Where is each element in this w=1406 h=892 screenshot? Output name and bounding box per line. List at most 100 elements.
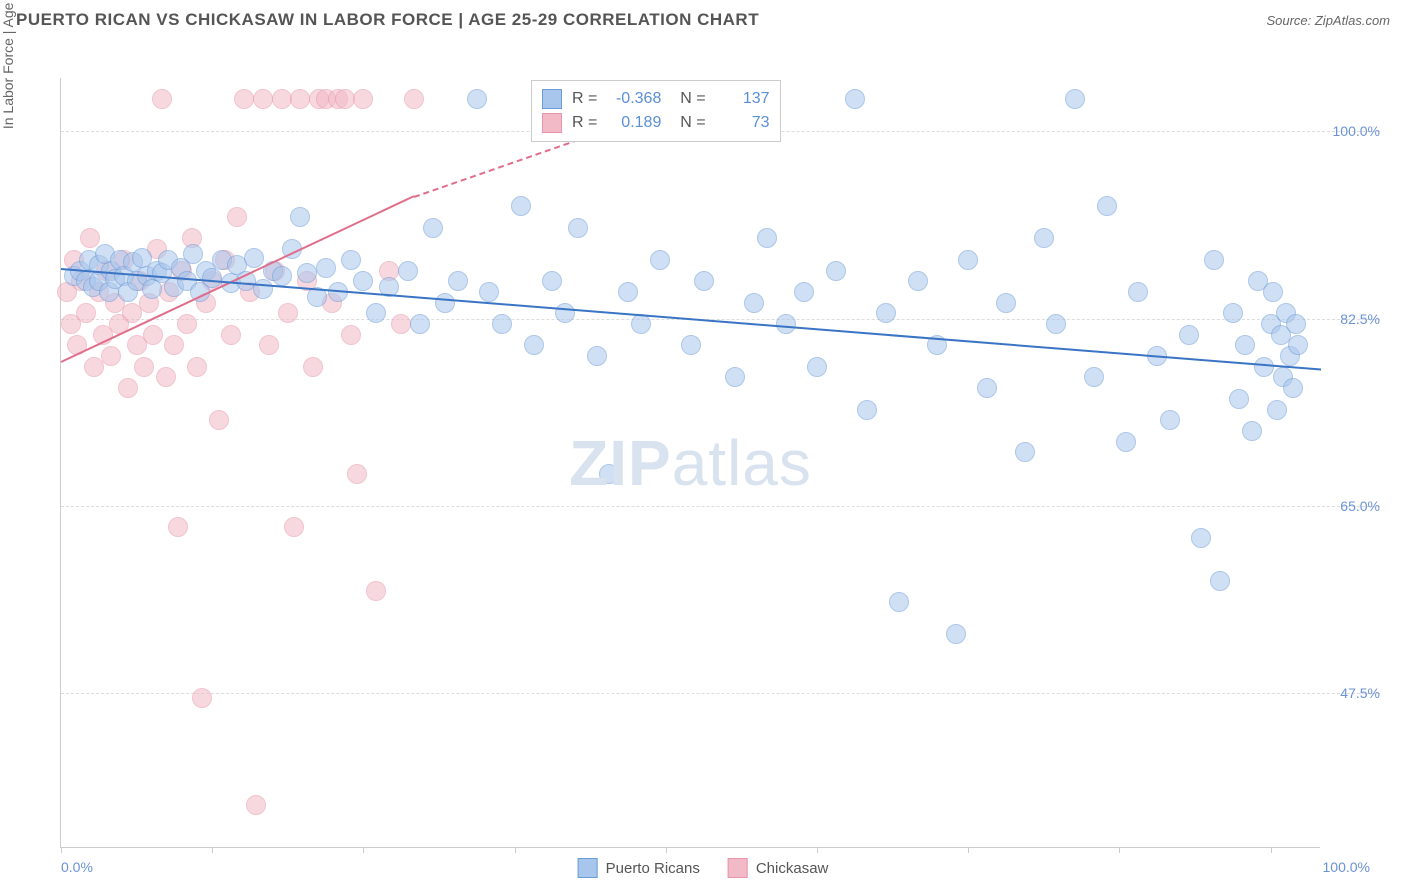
data-point — [448, 271, 468, 291]
data-point — [1235, 335, 1255, 355]
data-point — [253, 89, 273, 109]
n-value-b: 73 — [716, 114, 770, 132]
data-point — [1160, 410, 1180, 430]
data-point — [423, 218, 443, 238]
data-point — [1242, 421, 1262, 441]
data-point — [227, 207, 247, 227]
x-tick — [515, 847, 516, 853]
x-max-label: 100.0% — [1323, 859, 1370, 875]
data-point — [347, 464, 367, 484]
data-point — [143, 325, 163, 345]
data-point — [391, 314, 411, 334]
n-value-a: 137 — [716, 90, 770, 108]
data-point — [152, 89, 172, 109]
data-point — [234, 89, 254, 109]
data-point — [290, 89, 310, 109]
data-point — [435, 293, 455, 313]
data-point — [156, 367, 176, 387]
data-point — [1084, 367, 1104, 387]
data-point — [168, 517, 188, 537]
series-a-name: Puerto Ricans — [606, 860, 700, 877]
data-point — [272, 266, 292, 286]
data-point — [681, 335, 701, 355]
data-point — [353, 271, 373, 291]
plot-region: ZIPatlas R = -0.368 N = 137 R = 0.189 N … — [60, 78, 1320, 848]
data-point — [1223, 303, 1243, 323]
data-point — [650, 250, 670, 270]
data-point — [404, 89, 424, 109]
data-point — [479, 282, 499, 302]
data-point — [1015, 442, 1035, 462]
data-point — [946, 624, 966, 644]
data-point — [259, 335, 279, 355]
x-tick — [666, 847, 667, 853]
n-label: N = — [671, 114, 705, 132]
x-tick — [212, 847, 213, 853]
r-label: R = — [572, 90, 597, 108]
data-point — [1034, 228, 1054, 248]
data-point — [857, 400, 877, 420]
data-point — [122, 303, 142, 323]
data-point — [80, 228, 100, 248]
swatch-chickasaw — [542, 113, 562, 133]
r-value-a: -0.368 — [607, 90, 661, 108]
data-point — [192, 688, 212, 708]
data-point — [492, 314, 512, 334]
data-point — [290, 207, 310, 227]
data-point — [177, 314, 197, 334]
data-point — [1191, 528, 1211, 548]
data-point — [244, 248, 264, 268]
data-point — [845, 89, 865, 109]
data-point — [316, 258, 336, 278]
y-tick-label: 100.0% — [1333, 123, 1380, 139]
data-point — [353, 89, 373, 109]
data-point — [776, 314, 796, 334]
data-point — [278, 303, 298, 323]
data-point — [246, 795, 266, 815]
series-legend: Puerto Ricans Chickasaw — [578, 858, 829, 878]
data-point — [366, 303, 386, 323]
chart-title: PUERTO RICAN VS CHICKASAW IN LABOR FORCE… — [16, 10, 759, 30]
data-point — [1288, 335, 1308, 355]
y-tick-label: 47.5% — [1340, 685, 1380, 701]
data-point — [253, 279, 273, 299]
data-point — [1229, 389, 1249, 409]
y-axis-label: In Labor Force | Age 25-29 — [0, 0, 16, 129]
data-point — [410, 314, 430, 334]
data-point — [1267, 400, 1287, 420]
gridline — [61, 319, 1380, 320]
x-tick — [968, 847, 969, 853]
data-point — [958, 250, 978, 270]
data-point — [134, 357, 154, 377]
swatch-puerto-ricans — [578, 858, 598, 878]
data-point — [555, 303, 575, 323]
data-point — [202, 268, 222, 288]
data-point — [1283, 378, 1303, 398]
data-point — [1116, 432, 1136, 452]
data-point — [908, 271, 928, 291]
watermark: ZIPatlas — [569, 426, 812, 500]
data-point — [807, 357, 827, 377]
data-point — [1286, 314, 1306, 334]
data-point — [757, 228, 777, 248]
data-point — [1204, 250, 1224, 270]
swatch-chickasaw — [728, 858, 748, 878]
data-point — [366, 581, 386, 601]
swatch-puerto-ricans — [542, 89, 562, 109]
data-point — [187, 357, 207, 377]
data-point — [511, 196, 531, 216]
data-point — [524, 335, 544, 355]
data-point — [1179, 325, 1199, 345]
data-point — [297, 263, 317, 283]
x-tick — [1119, 847, 1120, 853]
data-point — [568, 218, 588, 238]
data-point — [977, 378, 997, 398]
data-point — [587, 346, 607, 366]
data-point — [826, 261, 846, 281]
data-point — [599, 464, 619, 484]
x-min-label: 0.0% — [61, 859, 93, 875]
x-tick — [817, 847, 818, 853]
data-point — [1097, 196, 1117, 216]
data-point — [1263, 282, 1283, 302]
data-point — [1046, 314, 1066, 334]
